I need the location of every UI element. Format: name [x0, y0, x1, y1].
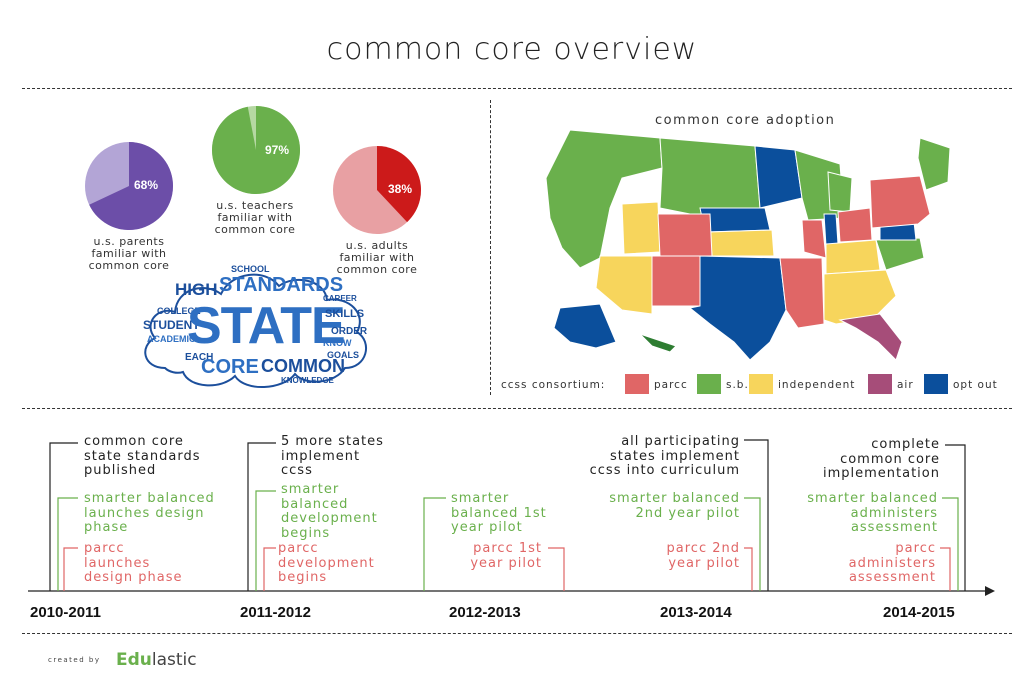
- parcc-2014-assessment: parcc administers assessment: [848, 541, 936, 585]
- divider-bottom: [22, 633, 1012, 634]
- cloud-word-school: SCHOOL: [231, 264, 270, 274]
- divider-middle: [22, 408, 1012, 409]
- brand-logo-part-b: lastic: [151, 650, 197, 670]
- legend-swatch-independent: [749, 374, 773, 394]
- milestone-2010-standards: common core state standards published: [84, 434, 201, 478]
- cloud-word-order: ORDER: [331, 326, 368, 337]
- brand-logo: Edulastic: [116, 650, 197, 670]
- cloud-word-academic: ACADEMIC: [147, 334, 196, 344]
- milestone-2013-curriculum: all participating states implement ccss in…: [589, 434, 740, 478]
- map-region-new-england: [917, 137, 951, 191]
- cloud-word-skills: SKILLS: [325, 308, 365, 320]
- cloud-word-college: COLLEGE: [157, 306, 201, 316]
- parcc-2013-pilot: parcc 2nd year pilot: [666, 541, 740, 571]
- pie-caption-teachers: u.s. teachers familiar with common core: [214, 199, 296, 236]
- cloud-word-knowledge: KNOWLEDGE: [281, 376, 334, 385]
- divider-top: [22, 88, 1012, 89]
- pie-caption-parents: u.s. parents familiar with common core: [88, 235, 170, 272]
- legend-title: ccss consortium:: [501, 379, 606, 391]
- pie-value-teachers: 97%: [265, 143, 290, 157]
- created-by-label: created by: [48, 656, 101, 664]
- legend-swatch-sb: [697, 374, 721, 394]
- year-2012-2013: 2012-2013: [449, 604, 521, 621]
- pie-chart-parents: [85, 142, 174, 230]
- cloud-word-goals: GOALS: [327, 350, 360, 360]
- cloud-word-common: COMMON: [261, 356, 345, 376]
- parcc-2011-development: parcc development begins: [278, 541, 375, 585]
- legend-swatch-optout: [924, 374, 948, 394]
- map-region-south-central: [779, 257, 825, 329]
- pie-slice: [377, 146, 421, 223]
- year-2011-2012: 2011-2012: [240, 604, 311, 621]
- map-title: common core adoption: [655, 113, 836, 128]
- brand-logo-part-a: Edu: [116, 650, 152, 670]
- pie-caption-adults: u.s. adults familiar with common core: [336, 239, 418, 276]
- map-region-alaska: [553, 303, 617, 349]
- cloud-word-high: HIGH: [175, 280, 218, 299]
- legend-label-air: air: [897, 379, 914, 391]
- parcc-2012-pilot: parcc 1st year pilot: [470, 541, 542, 571]
- cloud-word-career: CAREER: [323, 294, 357, 303]
- divider-vertical: [490, 100, 491, 395]
- pie-value-parents: 68%: [134, 178, 159, 192]
- sb-2010-design: smarter balanced launches design phase: [84, 491, 215, 535]
- cloud-word-know: KNOW: [323, 338, 352, 348]
- legend-label-parcc: parcc: [654, 379, 688, 391]
- cloud-word-state: STATE: [187, 297, 346, 355]
- year-2010-2011: 2010-2011: [30, 604, 101, 621]
- pie-slice: [89, 142, 174, 230]
- us-map: [545, 129, 951, 361]
- map-region-arizona: [595, 255, 653, 315]
- cloud-word-student: STUDENT: [143, 318, 200, 332]
- legend-label-independent: independent: [778, 379, 856, 391]
- cloud-word-core: CORE: [201, 356, 259, 378]
- milestone-2011-states: 5 more states implement ccss: [281, 434, 384, 478]
- legend-swatch-parcc: [625, 374, 649, 394]
- pie-chart-adults: [333, 146, 421, 234]
- milestone-2014-implementation: complete common core implementation: [822, 437, 940, 481]
- pie-value-adults: 38%: [388, 182, 413, 196]
- word-cloud: HIGH STANDARDS SCHOOL CAREER COLLEGE STU…: [135, 258, 375, 396]
- sb-2011-development: smarter balanced development begins: [281, 482, 378, 541]
- sb-2013-pilot: smarter balanced 2nd year pilot: [609, 491, 740, 521]
- pie-slice: [212, 106, 301, 194]
- cloud-word-standards: STANDARDS: [219, 274, 344, 296]
- cloud-shape-icon: [144, 273, 367, 389]
- legend-label-sb: s.b.: [726, 379, 749, 391]
- legend-label-optout: opt out: [953, 379, 998, 391]
- sb-2014-assessment: smarter balanced administers assessment: [807, 491, 938, 535]
- pie-chart-teachers: [212, 106, 301, 194]
- page-title: common core overview: [326, 32, 698, 67]
- sb-2012-pilot: smarter balanced 1st year pilot: [451, 491, 547, 535]
- legend-swatch-air: [868, 374, 892, 394]
- year-2013-2014: 2013-2014: [660, 604, 732, 621]
- map-region-florida: [838, 313, 903, 361]
- cloud-word-each: EACH: [185, 352, 214, 363]
- map-region-hawaii: [639, 333, 677, 353]
- map-region-northeast: [869, 175, 931, 229]
- year-2014-2015: 2014-2015: [883, 604, 955, 621]
- parcc-2010-design: parcc launches design phase: [84, 541, 183, 585]
